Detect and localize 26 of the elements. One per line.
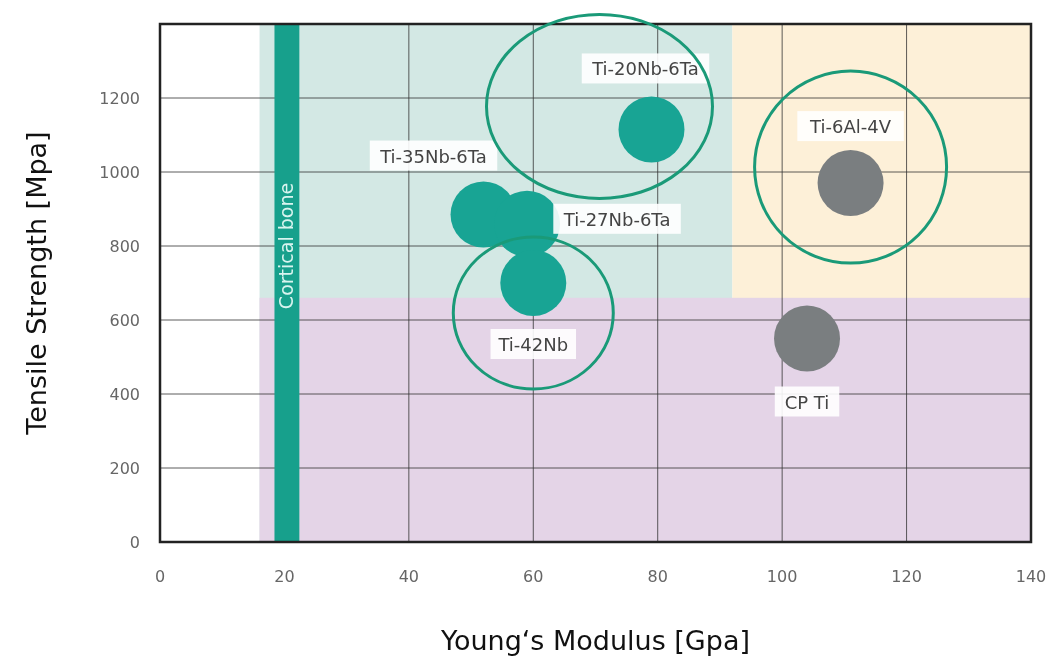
x-tick-label: 40 bbox=[398, 567, 420, 586]
x-tick-label: 100 bbox=[766, 567, 798, 586]
series-label: Ti-35Nb-6Ta bbox=[379, 145, 487, 167]
x-axis-title: Young‘s Modulus [Gpa] bbox=[439, 625, 751, 656]
y-tick-label: 0 bbox=[129, 533, 140, 552]
y-axis-title: Tensile Strength [Mpa] bbox=[21, 131, 52, 436]
x-tick-label: 80 bbox=[647, 567, 668, 586]
point bbox=[774, 305, 841, 372]
y-tick-label: 800 bbox=[109, 237, 140, 256]
y-tick-label: 600 bbox=[109, 311, 140, 330]
series-label: Ti-42Nb bbox=[497, 334, 569, 355]
x-tick-label: 60 bbox=[523, 567, 544, 586]
point bbox=[618, 96, 685, 163]
band-label: Cortical bone bbox=[274, 182, 297, 310]
series-label: CP Ti bbox=[784, 391, 830, 413]
x-tick-label: 0 bbox=[154, 567, 166, 586]
x-tick-label: 140 bbox=[1015, 567, 1047, 586]
y-tick-label: 400 bbox=[109, 385, 140, 404]
series-label: Ti-27Nb-6Ta bbox=[562, 208, 671, 230]
x-tick-label: 120 bbox=[891, 567, 922, 586]
y-tick-label: 1200 bbox=[99, 89, 140, 108]
y-tick-label: 200 bbox=[109, 459, 140, 478]
y-tick-label: 1000 bbox=[99, 163, 140, 182]
x-tick-label: 20 bbox=[274, 567, 295, 586]
series-label: Ti-6Al-4V bbox=[809, 116, 892, 138]
series-label: Ti-20Nb-6Ta bbox=[591, 58, 699, 80]
